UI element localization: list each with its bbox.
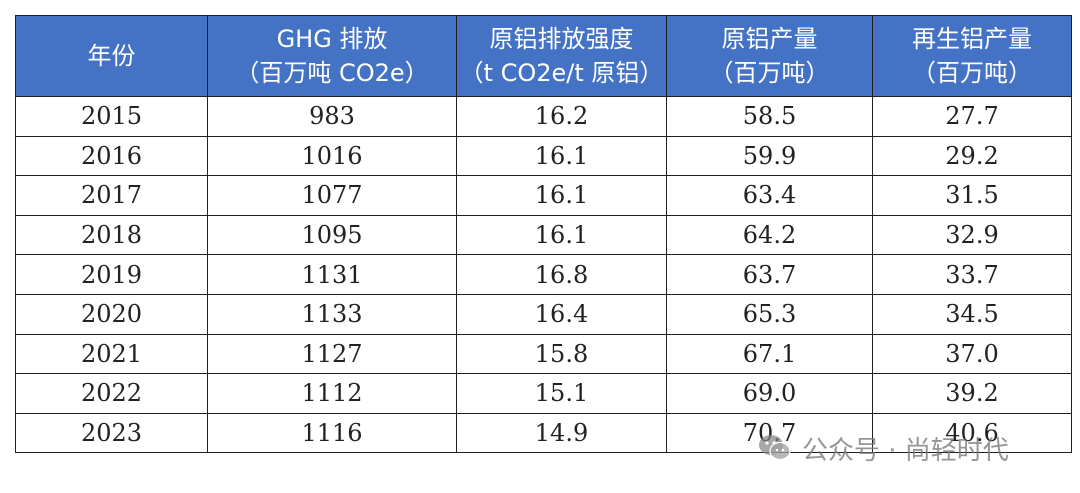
table-row: 2023 1116 14.9 70.7 40.6: [15, 412, 1072, 454]
table-row: 2022 1112 15.1 69.0 39.2: [15, 373, 1072, 414]
cell-recycled-output: 40.6: [872, 412, 1072, 454]
table-row: 2020 1133 16.4 65.3 34.5: [15, 293, 1072, 335]
cell-ghg: 1077: [207, 175, 457, 216]
header-ghg-label: GHG 排放: [276, 25, 388, 53]
header-ghg: GHG 排放 （百万吨 CO2e）: [207, 15, 457, 97]
header-primary-output-unit: （百万吨）: [709, 59, 830, 87]
cell-year: 2017: [15, 175, 208, 216]
cell-intensity: 15.1: [456, 373, 667, 414]
header-intensity-label: 原铝排放强度: [489, 25, 634, 53]
header-year-label: 年份: [87, 42, 136, 70]
header-recycled-output: 再生铝产量 （百万吨）: [872, 15, 1072, 97]
cell-recycled-output: 31.5: [872, 175, 1072, 216]
table-row: 2017 1077 16.1 63.4 31.5: [15, 175, 1072, 216]
cell-ghg: 1095: [207, 214, 457, 256]
data-table-container: 年份 GHG 排放 （百万吨 CO2e） 原铝排放强度 （t CO2e/t 原铝…: [15, 15, 1072, 454]
cell-intensity: 16.2: [456, 96, 667, 137]
cell-primary-output: 65.3: [666, 293, 873, 335]
cell-ghg: 1116: [207, 412, 457, 454]
table-row: 2016 1016 16.1 59.9 29.2: [15, 135, 1072, 177]
cell-primary-output: 59.9: [666, 135, 873, 177]
cell-recycled-output: 27.7: [872, 96, 1072, 137]
cell-recycled-output: 32.9: [872, 214, 1072, 256]
cell-year: 2023: [15, 412, 208, 454]
cell-primary-output: 69.0: [666, 373, 873, 414]
cell-ghg: 1127: [207, 333, 457, 375]
cell-recycled-output: 39.2: [872, 373, 1072, 414]
cell-year: 2020: [15, 293, 208, 335]
table-header-row: 年份 GHG 排放 （百万吨 CO2e） 原铝排放强度 （t CO2e/t 原铝…: [15, 15, 1072, 97]
cell-intensity: 16.1: [456, 135, 667, 177]
cell-primary-output: 63.7: [666, 254, 873, 295]
header-intensity-unit: （t CO2e/t 原铝）: [459, 59, 664, 87]
cell-year: 2019: [15, 254, 208, 295]
cell-recycled-output: 34.5: [872, 293, 1072, 335]
cell-intensity: 15.8: [456, 333, 667, 375]
table-row: 2018 1095 16.1 64.2 32.9: [15, 214, 1072, 256]
table-row: 2019 1131 16.8 63.7 33.7: [15, 254, 1072, 295]
cell-primary-output: 64.2: [666, 214, 873, 256]
header-primary-output-label: 原铝产量: [721, 25, 818, 53]
cell-intensity: 14.9: [456, 412, 667, 454]
header-year: 年份: [15, 15, 208, 97]
cell-intensity: 16.1: [456, 175, 667, 216]
cell-year: 2016: [15, 135, 208, 177]
header-intensity: 原铝排放强度 （t CO2e/t 原铝）: [456, 15, 667, 97]
table-row: 2015 983 16.2 58.5 27.7: [15, 96, 1072, 137]
cell-year: 2022: [15, 373, 208, 414]
cell-primary-output: 58.5: [666, 96, 873, 137]
cell-intensity: 16.8: [456, 254, 667, 295]
cell-primary-output: 63.4: [666, 175, 873, 216]
cell-ghg: 1112: [207, 373, 457, 414]
cell-year: 2018: [15, 214, 208, 256]
header-recycled-output-unit: （百万吨）: [912, 59, 1032, 87]
cell-primary-output: 70.7: [666, 412, 873, 454]
table-row: 2021 1127 15.8 67.1 37.0: [15, 333, 1072, 375]
data-table: 年份 GHG 排放 （百万吨 CO2e） 原铝排放强度 （t CO2e/t 原铝…: [15, 15, 1072, 454]
cell-recycled-output: 37.0: [872, 333, 1072, 375]
cell-ghg: 1133: [207, 293, 457, 335]
cell-year: 2015: [15, 96, 208, 137]
header-ghg-unit: （百万吨 CO2e）: [235, 59, 429, 87]
cell-recycled-output: 29.2: [872, 135, 1072, 177]
cell-primary-output: 67.1: [666, 333, 873, 375]
cell-recycled-output: 33.7: [872, 254, 1072, 295]
header-recycled-output-label: 再生铝产量: [912, 25, 1032, 53]
cell-ghg: 983: [207, 96, 457, 137]
header-primary-output: 原铝产量 （百万吨）: [666, 15, 873, 97]
cell-year: 2021: [15, 333, 208, 375]
cell-intensity: 16.1: [456, 214, 667, 256]
cell-ghg: 1131: [207, 254, 457, 295]
cell-ghg: 1016: [207, 135, 457, 177]
cell-intensity: 16.4: [456, 293, 667, 335]
